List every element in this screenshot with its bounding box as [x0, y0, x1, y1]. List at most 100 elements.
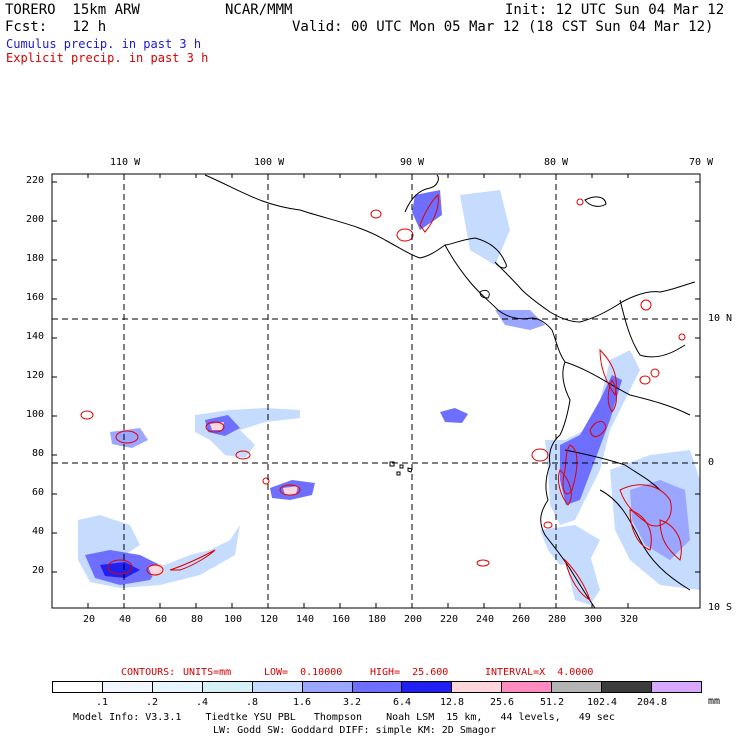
venezuela-border: [619, 299, 686, 358]
ecuador-peru-coast: [540, 464, 596, 609]
contour-9: [169, 549, 216, 571]
lon-label-70w: 70 W: [689, 157, 714, 168]
contours-interval: INTERVAL=X 4.0000: [485, 667, 594, 678]
colorbar-unit: mm: [708, 696, 721, 707]
contour-25: [629, 509, 652, 551]
contour-21: [562, 444, 578, 495]
contour-2: [115, 430, 139, 444]
x-tick-label: 140: [296, 614, 315, 625]
precip-area-panama: [495, 310, 545, 330]
y-tick-label: 220: [26, 175, 45, 186]
contour-15: [678, 333, 686, 341]
colorbar-level-label: .2: [145, 697, 159, 708]
model-title: TORERO 15km ARW: [5, 2, 140, 18]
axis-ticks: [52, 174, 700, 608]
precip-area-mid: [195, 408, 300, 458]
contour-16: [599, 348, 617, 397]
lon-label-90w: 90 W: [400, 157, 425, 168]
y-tick-label: 80: [32, 448, 45, 459]
colorbar-level-label: .8: [245, 697, 259, 708]
colorbar-swatch: [502, 682, 553, 692]
contours-units: UNITS=mm: [183, 667, 232, 678]
contour-10: [370, 209, 382, 219]
y-tick-label: 60: [32, 487, 45, 498]
galapagos-1: [389, 461, 395, 467]
contour-29: [564, 558, 591, 601]
lon-label-100w: 100 W: [254, 157, 285, 168]
colorbar-level-label: 3.2: [342, 697, 362, 708]
precip-area-mid-pink: [210, 422, 224, 430]
colorbar-swatch: [452, 682, 503, 692]
x-tick-label: 280: [548, 614, 567, 625]
contour-28: [476, 559, 490, 567]
contour-24: [619, 484, 672, 527]
colorbar-level-label: 1.6: [292, 697, 312, 708]
colorbar-swatch: [202, 682, 253, 692]
contour-6: [262, 477, 270, 485]
field-label-cumulus: Cumulus precip. in past 3 h: [6, 37, 202, 51]
contour-20: [589, 421, 607, 437]
central-america-pacific: [444, 244, 553, 331]
contour-5: [279, 484, 301, 496]
valid-time: Valid: 00 UTC Mon 05 Mar 12 (18 CST Sun …: [292, 19, 714, 35]
mexico-coast: [204, 174, 507, 269]
galapagos-3: [407, 467, 413, 473]
y-tick-label: 180: [26, 253, 45, 264]
colorbar-level-label: 6.4: [392, 697, 412, 708]
island-2: [479, 289, 490, 299]
precip-area-southcoast: [540, 525, 600, 565]
x-tick-label: 80: [191, 614, 204, 625]
contour-27: [543, 521, 553, 529]
colombia-pacific: [549, 329, 571, 466]
colorbar-swatch: [252, 682, 303, 692]
x-tick-label: 120: [260, 614, 279, 625]
colorbar-swatch: [552, 682, 603, 692]
x-tick-label: 40: [119, 614, 132, 625]
contour-7: [107, 559, 133, 575]
forecast-hour: Fcst: 12 h: [5, 19, 107, 35]
precip-shading: [78, 190, 700, 605]
south-america-border1: [564, 361, 691, 416]
contours-low: LOW= 0.10000: [264, 667, 343, 678]
lon-label-80w: 80 W: [544, 157, 569, 168]
x-tick-label: 100: [224, 614, 243, 625]
physics-info: LW: Godd SW: Goddard DIFF: simple KM: 2D…: [213, 725, 496, 736]
contour-19: [650, 368, 660, 378]
precip-area-eq: [440, 408, 468, 423]
colorbar-swatch: [302, 682, 353, 692]
colorbar-swatch: [53, 682, 103, 692]
x-tick-label: 160: [332, 614, 351, 625]
colorbar-level-label: 25.6: [489, 697, 515, 708]
colorbar-swatch: [102, 682, 153, 692]
contour-26: [659, 519, 682, 561]
colorbar-level-label: .4: [195, 697, 209, 708]
y-tick-label: 100: [26, 409, 45, 420]
x-tick-label: 260: [512, 614, 531, 625]
contour-22: [557, 469, 572, 506]
contour-13: [576, 198, 584, 206]
contour-4: [235, 450, 251, 460]
graticule: [52, 174, 700, 608]
contour-14: [640, 299, 652, 311]
precip-area-central-pink: [283, 486, 298, 495]
explicit-precip-contours: [80, 194, 686, 601]
y-tick-label: 160: [26, 292, 45, 303]
x-tick-label: 20: [83, 614, 96, 625]
lat-label-10n: 10 N: [708, 313, 733, 324]
precip-area-carib: [460, 190, 510, 265]
colorbar-swatch: [352, 682, 403, 692]
y-tick-label: 20: [32, 565, 45, 576]
precip-area-peru: [565, 555, 600, 605]
caribbean-island: [584, 196, 607, 207]
colorbar-level-label: 51.2: [539, 697, 565, 708]
colorbar-level-label: 102.4: [586, 697, 618, 708]
contour-3: [205, 421, 225, 433]
y-tick-label: 120: [26, 370, 45, 381]
x-tick-label: 60: [155, 614, 168, 625]
colorbar-swatch: [652, 682, 701, 692]
x-tick-label: 320: [620, 614, 639, 625]
precip-area-andes-core: [560, 375, 622, 505]
x-tick-label: 180: [368, 614, 387, 625]
lat-label-equator: 0: [708, 457, 715, 468]
colorbar-level-label: 12.8: [439, 697, 465, 708]
